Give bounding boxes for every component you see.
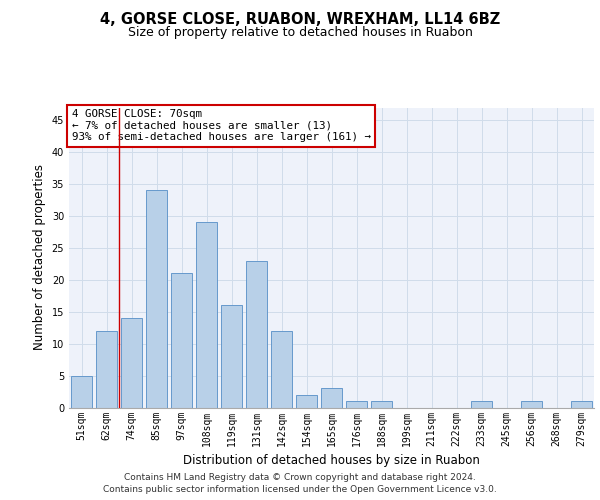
Bar: [321, 388, 342, 407]
Text: 4 GORSE CLOSE: 70sqm
← 7% of detached houses are smaller (13)
93% of semi-detach: 4 GORSE CLOSE: 70sqm ← 7% of detached ho…: [71, 109, 371, 142]
Bar: [146, 190, 167, 408]
Text: 4, GORSE CLOSE, RUABON, WREXHAM, LL14 6BZ: 4, GORSE CLOSE, RUABON, WREXHAM, LL14 6B…: [100, 12, 500, 28]
Bar: [246, 260, 267, 408]
Text: Contains public sector information licensed under the Open Government Licence v3: Contains public sector information licen…: [103, 485, 497, 494]
Bar: [171, 274, 192, 407]
Text: Size of property relative to detached houses in Ruabon: Size of property relative to detached ho…: [128, 26, 472, 39]
Bar: [371, 401, 392, 407]
Bar: [521, 401, 542, 407]
Bar: [571, 401, 592, 407]
Bar: [271, 331, 292, 407]
Text: Contains HM Land Registry data © Crown copyright and database right 2024.: Contains HM Land Registry data © Crown c…: [124, 472, 476, 482]
Y-axis label: Number of detached properties: Number of detached properties: [33, 164, 46, 350]
Bar: [71, 376, 92, 408]
Bar: [196, 222, 217, 408]
X-axis label: Distribution of detached houses by size in Ruabon: Distribution of detached houses by size …: [183, 454, 480, 467]
Bar: [471, 401, 492, 407]
Bar: [221, 306, 242, 408]
Bar: [346, 401, 367, 407]
Bar: [296, 394, 317, 407]
Bar: [96, 331, 117, 407]
Bar: [121, 318, 142, 408]
